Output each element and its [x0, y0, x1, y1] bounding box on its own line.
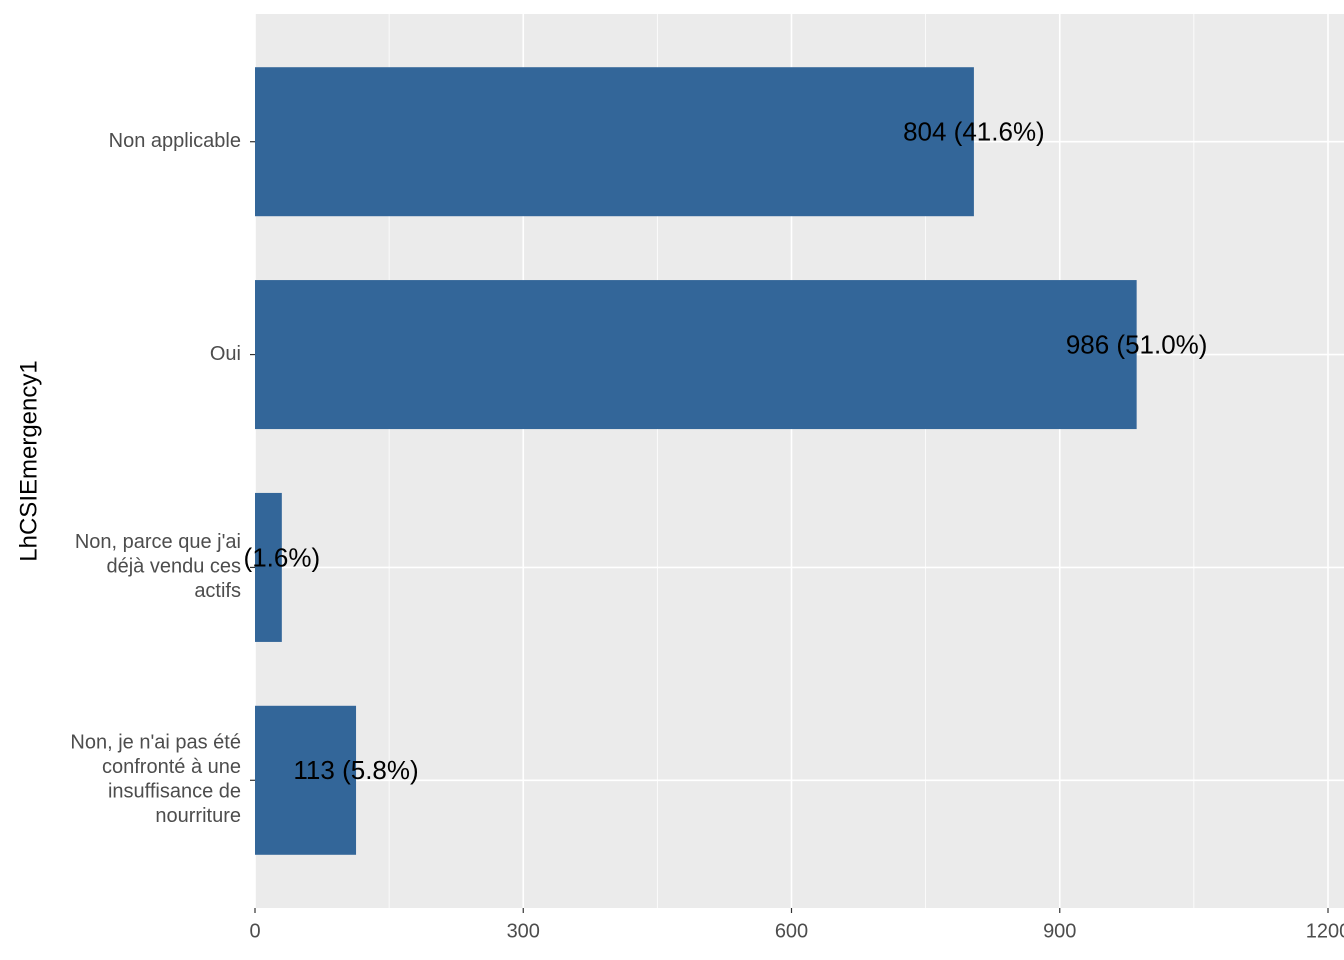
- x-tick-label: 1200: [1306, 920, 1344, 942]
- data-label: (1.6%): [244, 542, 321, 572]
- data-label: 804 (41.6%): [903, 117, 1045, 147]
- bar: [255, 705, 357, 855]
- x-tick-label: 900: [1043, 920, 1076, 942]
- y-tick-label: Oui: [210, 343, 241, 365]
- bar: [255, 492, 282, 642]
- x-tick-label: 600: [775, 920, 808, 942]
- bar: [255, 67, 974, 217]
- y-axis-title: LhCSIEmergency1: [15, 360, 42, 561]
- y-tick-label: Non applicable: [109, 130, 241, 152]
- y-tick-label: Non, parce que j'ai déjà vendu ces actifs: [75, 531, 241, 602]
- y-tick-label: Non, je n'ai pas été confronté à une insuf…: [70, 732, 241, 827]
- x-tick-label: 300: [507, 920, 540, 942]
- data-label: 986 (51.0%): [1066, 329, 1208, 359]
- data-label: 113 (5.8%): [293, 755, 418, 785]
- x-tick-label: 0: [249, 920, 260, 942]
- bar: [255, 280, 1137, 430]
